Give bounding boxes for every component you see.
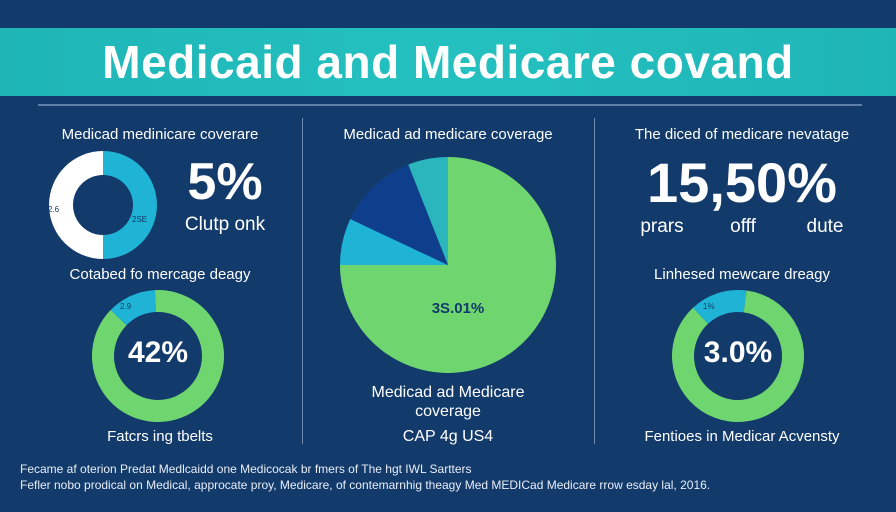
center-bottom-caption: CAP 4g US4 bbox=[402, 428, 494, 445]
center-pie-slice-3 bbox=[350, 164, 448, 265]
left-ring-value: 42% bbox=[127, 336, 189, 369]
left-ring-chart bbox=[91, 290, 224, 422]
center-pie-slice-2 bbox=[340, 219, 448, 265]
left-big-caption: Clutp onk bbox=[184, 214, 266, 235]
center-top-title: Medicad ad medicare coverage bbox=[343, 126, 553, 143]
page-title: Medicaid and Medicare covand bbox=[102, 36, 794, 88]
right-word-1: prars bbox=[640, 216, 684, 237]
right-word-2: offf bbox=[730, 216, 756, 237]
right-top-title: The diced of medicare nevatage bbox=[634, 126, 850, 143]
right-ring-value: 3.0% bbox=[703, 336, 773, 369]
left-donut-label-left: 2.6 bbox=[48, 205, 60, 214]
right-mid-title: Linhesed mewcare dreagy bbox=[654, 266, 830, 283]
left-donut-slice-2 bbox=[103, 151, 157, 259]
title-banner: Medicaid and Medicare covand bbox=[0, 28, 896, 96]
left-ring-slice-2 bbox=[91, 290, 224, 422]
left-top-donut bbox=[49, 151, 157, 259]
footer-line-2: Fefler nobo prodical on Medical, approca… bbox=[20, 478, 711, 492]
header-rule bbox=[38, 104, 862, 106]
right-ring-slice-2 bbox=[672, 290, 804, 422]
right-bottom-caption: Fentioes in Medicar Acvensty bbox=[644, 428, 840, 445]
left-donut-slice-1 bbox=[49, 151, 103, 259]
center-pie-label: 3S.01% bbox=[431, 300, 485, 317]
right-ring-small-label: 1% bbox=[703, 302, 715, 311]
left-donut-label-right: 2SE bbox=[132, 215, 148, 224]
column-divider-left bbox=[302, 118, 303, 444]
left-bottom-caption: Fatcrs ing tbelts bbox=[107, 428, 213, 445]
center-caption-line1: Medicad ad Medicare bbox=[371, 384, 525, 401]
left-mid-title: Cotabed fo mercage deagy bbox=[69, 266, 251, 283]
left-ring-small-label: 2.9 bbox=[120, 302, 132, 311]
left-big-value: 5% bbox=[187, 153, 263, 211]
column-divider-right bbox=[594, 118, 595, 444]
right-big-value: 15,50% bbox=[647, 151, 837, 214]
left-top-title: Medicad medinicare coverare bbox=[61, 126, 259, 143]
right-word-3: dute bbox=[806, 216, 844, 237]
center-pie-slice-4 bbox=[408, 157, 448, 265]
center-caption-line2: coverage bbox=[415, 403, 481, 420]
right-ring-chart bbox=[672, 290, 804, 422]
footer-line-1: Fecame af oterion Predat Medlcaidd one M… bbox=[20, 462, 472, 476]
right-ring-slice-1 bbox=[693, 290, 747, 324]
center-pie-chart bbox=[340, 157, 556, 373]
left-ring-slice-1 bbox=[110, 290, 156, 326]
